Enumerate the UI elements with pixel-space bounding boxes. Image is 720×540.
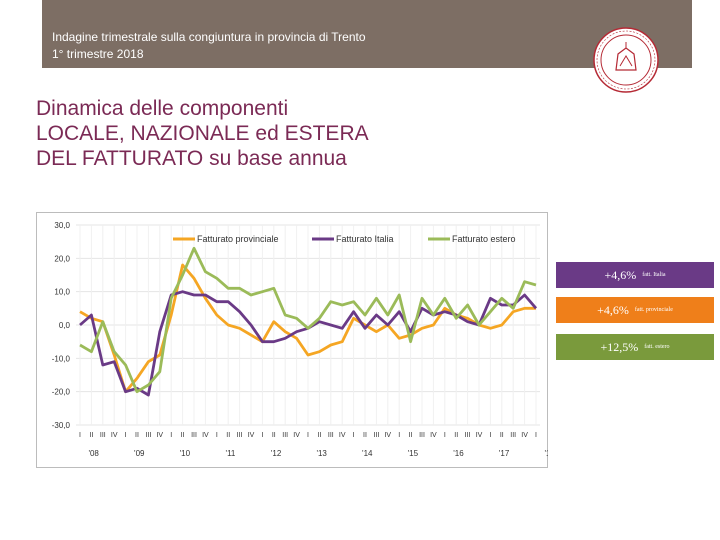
legend-label: Fatturato Italia <box>336 234 394 244</box>
x-tick-label: I <box>535 432 537 439</box>
callout-value: +12,5% <box>600 339 639 354</box>
x-tick-label: I <box>444 432 446 439</box>
x-tick-label: IV <box>476 432 483 439</box>
x-tick-label: II <box>89 432 93 439</box>
x-tick-label: I <box>307 432 309 439</box>
year-label: '13 <box>316 449 327 458</box>
year-label: '17 <box>499 449 510 458</box>
x-tick-label: IV <box>111 432 118 439</box>
x-tick-label: II <box>226 432 230 439</box>
x-tick-label: III <box>145 432 151 439</box>
year-label: '10 <box>180 449 191 458</box>
x-tick-label: I <box>170 432 172 439</box>
year-label: '11 <box>226 449 236 458</box>
x-tick-label: I <box>79 432 81 439</box>
callout-box: +4,6% fatt. Italia <box>556 262 714 288</box>
x-tick-label: I <box>489 432 491 439</box>
y-tick-label: 0,0 <box>59 321 71 330</box>
x-tick-label: IV <box>430 432 437 439</box>
x-tick-label: IV <box>156 432 163 439</box>
callout-value: +4,6% <box>604 267 637 282</box>
x-tick-label: II <box>272 432 276 439</box>
year-label: '08 <box>88 449 99 458</box>
x-tick-label: IV <box>384 432 391 439</box>
x-tick-label: IV <box>339 432 346 439</box>
series-line <box>79 246 537 394</box>
y-tick-label: -20,0 <box>52 388 71 397</box>
year-label: '12 <box>271 449 282 458</box>
callout-label: fatt. estero <box>644 344 670 350</box>
x-tick-label: IV <box>521 432 528 439</box>
x-tick-label: II <box>363 432 367 439</box>
x-tick-label: III <box>100 432 106 439</box>
x-tick-label: III <box>373 432 379 439</box>
header-separator <box>36 28 37 66</box>
x-tick-label: III <box>191 432 197 439</box>
x-tick-label: II <box>317 432 321 439</box>
year-label: '15 <box>408 449 419 458</box>
x-tick-label: I <box>261 432 263 439</box>
callout-value: +4,6% <box>597 302 629 317</box>
year-label: '09 <box>134 449 145 458</box>
x-tick-label: III <box>465 432 471 439</box>
x-tick-label: IV <box>293 432 300 439</box>
university-seal-icon <box>593 27 659 93</box>
legend-label: Fatturato provinciale <box>197 234 279 244</box>
header-band <box>0 0 692 68</box>
x-tick-label: II <box>409 432 413 439</box>
x-tick-label: II <box>500 432 504 439</box>
y-tick-label: 10,0 <box>54 288 70 297</box>
x-tick-label: IV <box>248 432 255 439</box>
header-period: 1° trimestre 2018 <box>52 47 144 61</box>
callout-box: +4,6% fatt. provinciale <box>556 297 714 323</box>
x-tick-label: III <box>328 432 334 439</box>
callout-label: fatt. provinciale <box>634 307 673 313</box>
x-tick-label: I <box>398 432 400 439</box>
x-tick-label: I <box>353 432 355 439</box>
title-line-1: Dinamica delle componenti <box>36 97 289 120</box>
x-tick-label: III <box>282 432 288 439</box>
x-tick-label: III <box>237 432 243 439</box>
legend-label: Fatturato estero <box>452 234 516 244</box>
y-tick-label: 20,0 <box>54 254 70 263</box>
year-label: '18 <box>544 449 548 458</box>
page-title: Dinamica delle componenti LOCALE, NAZION… <box>36 96 369 171</box>
header-left-strip <box>0 0 42 68</box>
y-tick-label: -10,0 <box>52 354 71 363</box>
y-tick-label: -30,0 <box>52 421 71 430</box>
callout-box: +12,5% fatt. estero <box>556 334 714 360</box>
x-tick-label: II <box>181 432 185 439</box>
x-tick-label: III <box>510 432 516 439</box>
callout-label: fatt. Italia <box>642 272 666 278</box>
x-tick-label: II <box>454 432 458 439</box>
x-tick-label: I <box>125 432 127 439</box>
year-label: '14 <box>362 449 373 458</box>
title-line-2: LOCALE, NAZIONALE ed ESTERA <box>36 122 369 145</box>
x-tick-label: I <box>216 432 218 439</box>
title-line-3: DEL FATTURATO su base annua <box>36 147 347 170</box>
x-tick-label: IV <box>202 432 209 439</box>
x-tick-label: II <box>135 432 139 439</box>
year-label: '16 <box>453 449 464 458</box>
x-tick-label: III <box>419 432 425 439</box>
y-tick-label: 30,0 <box>54 221 70 230</box>
header-subtitle: Indagine trimestrale sulla congiuntura i… <box>52 30 366 44</box>
turnover-line-chart: 30,020,010,00,0-10,0-20,0-30,0I II III IV I I… <box>52 221 548 458</box>
